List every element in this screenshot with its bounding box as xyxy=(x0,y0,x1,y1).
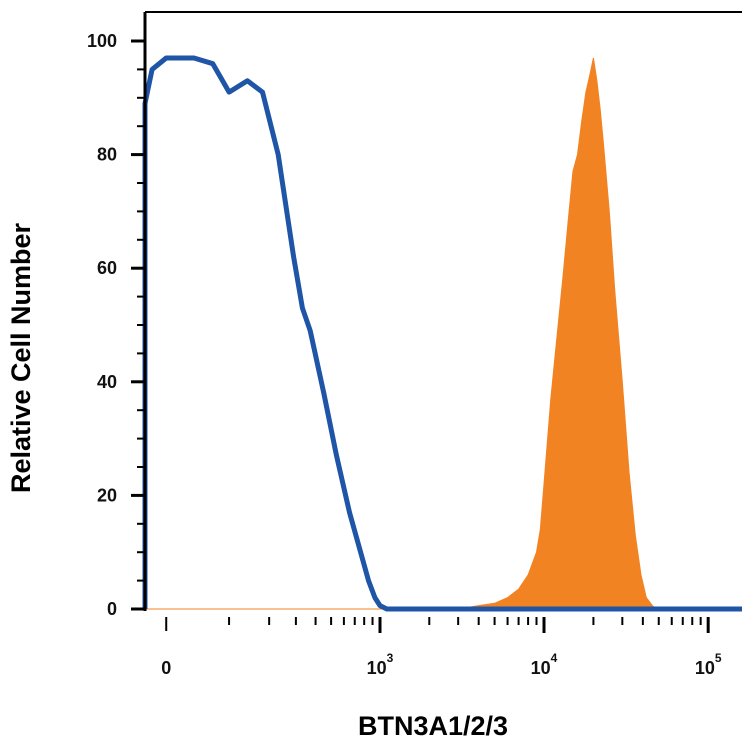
y-axis-title: Relative Cell Number xyxy=(6,222,36,493)
y-tick-label: 100 xyxy=(87,31,117,51)
series-outline-histogram xyxy=(142,55,742,612)
x-tick-label: 104 xyxy=(531,651,558,678)
x-axis-title: BTN3A1/2/3 xyxy=(358,711,508,741)
y-tick-label: 20 xyxy=(97,485,117,505)
y-tick-label: 40 xyxy=(97,372,117,392)
axes xyxy=(143,11,742,611)
series-filled-histogram xyxy=(145,57,742,610)
x-axis-ticks: -1030103104105 xyxy=(161,617,722,678)
y-axis-ticks: 0 20 40 60 80 100 xyxy=(87,31,145,619)
x-tick-label: 105 xyxy=(695,651,722,678)
x-tick-label: 0 xyxy=(161,658,171,678)
x-tick-label: 103 xyxy=(367,651,394,678)
plot-area xyxy=(142,55,742,612)
y-tick-label: 60 xyxy=(97,258,117,278)
y-tick-label: 80 xyxy=(97,145,117,165)
y-tick-label: 0 xyxy=(107,599,117,619)
